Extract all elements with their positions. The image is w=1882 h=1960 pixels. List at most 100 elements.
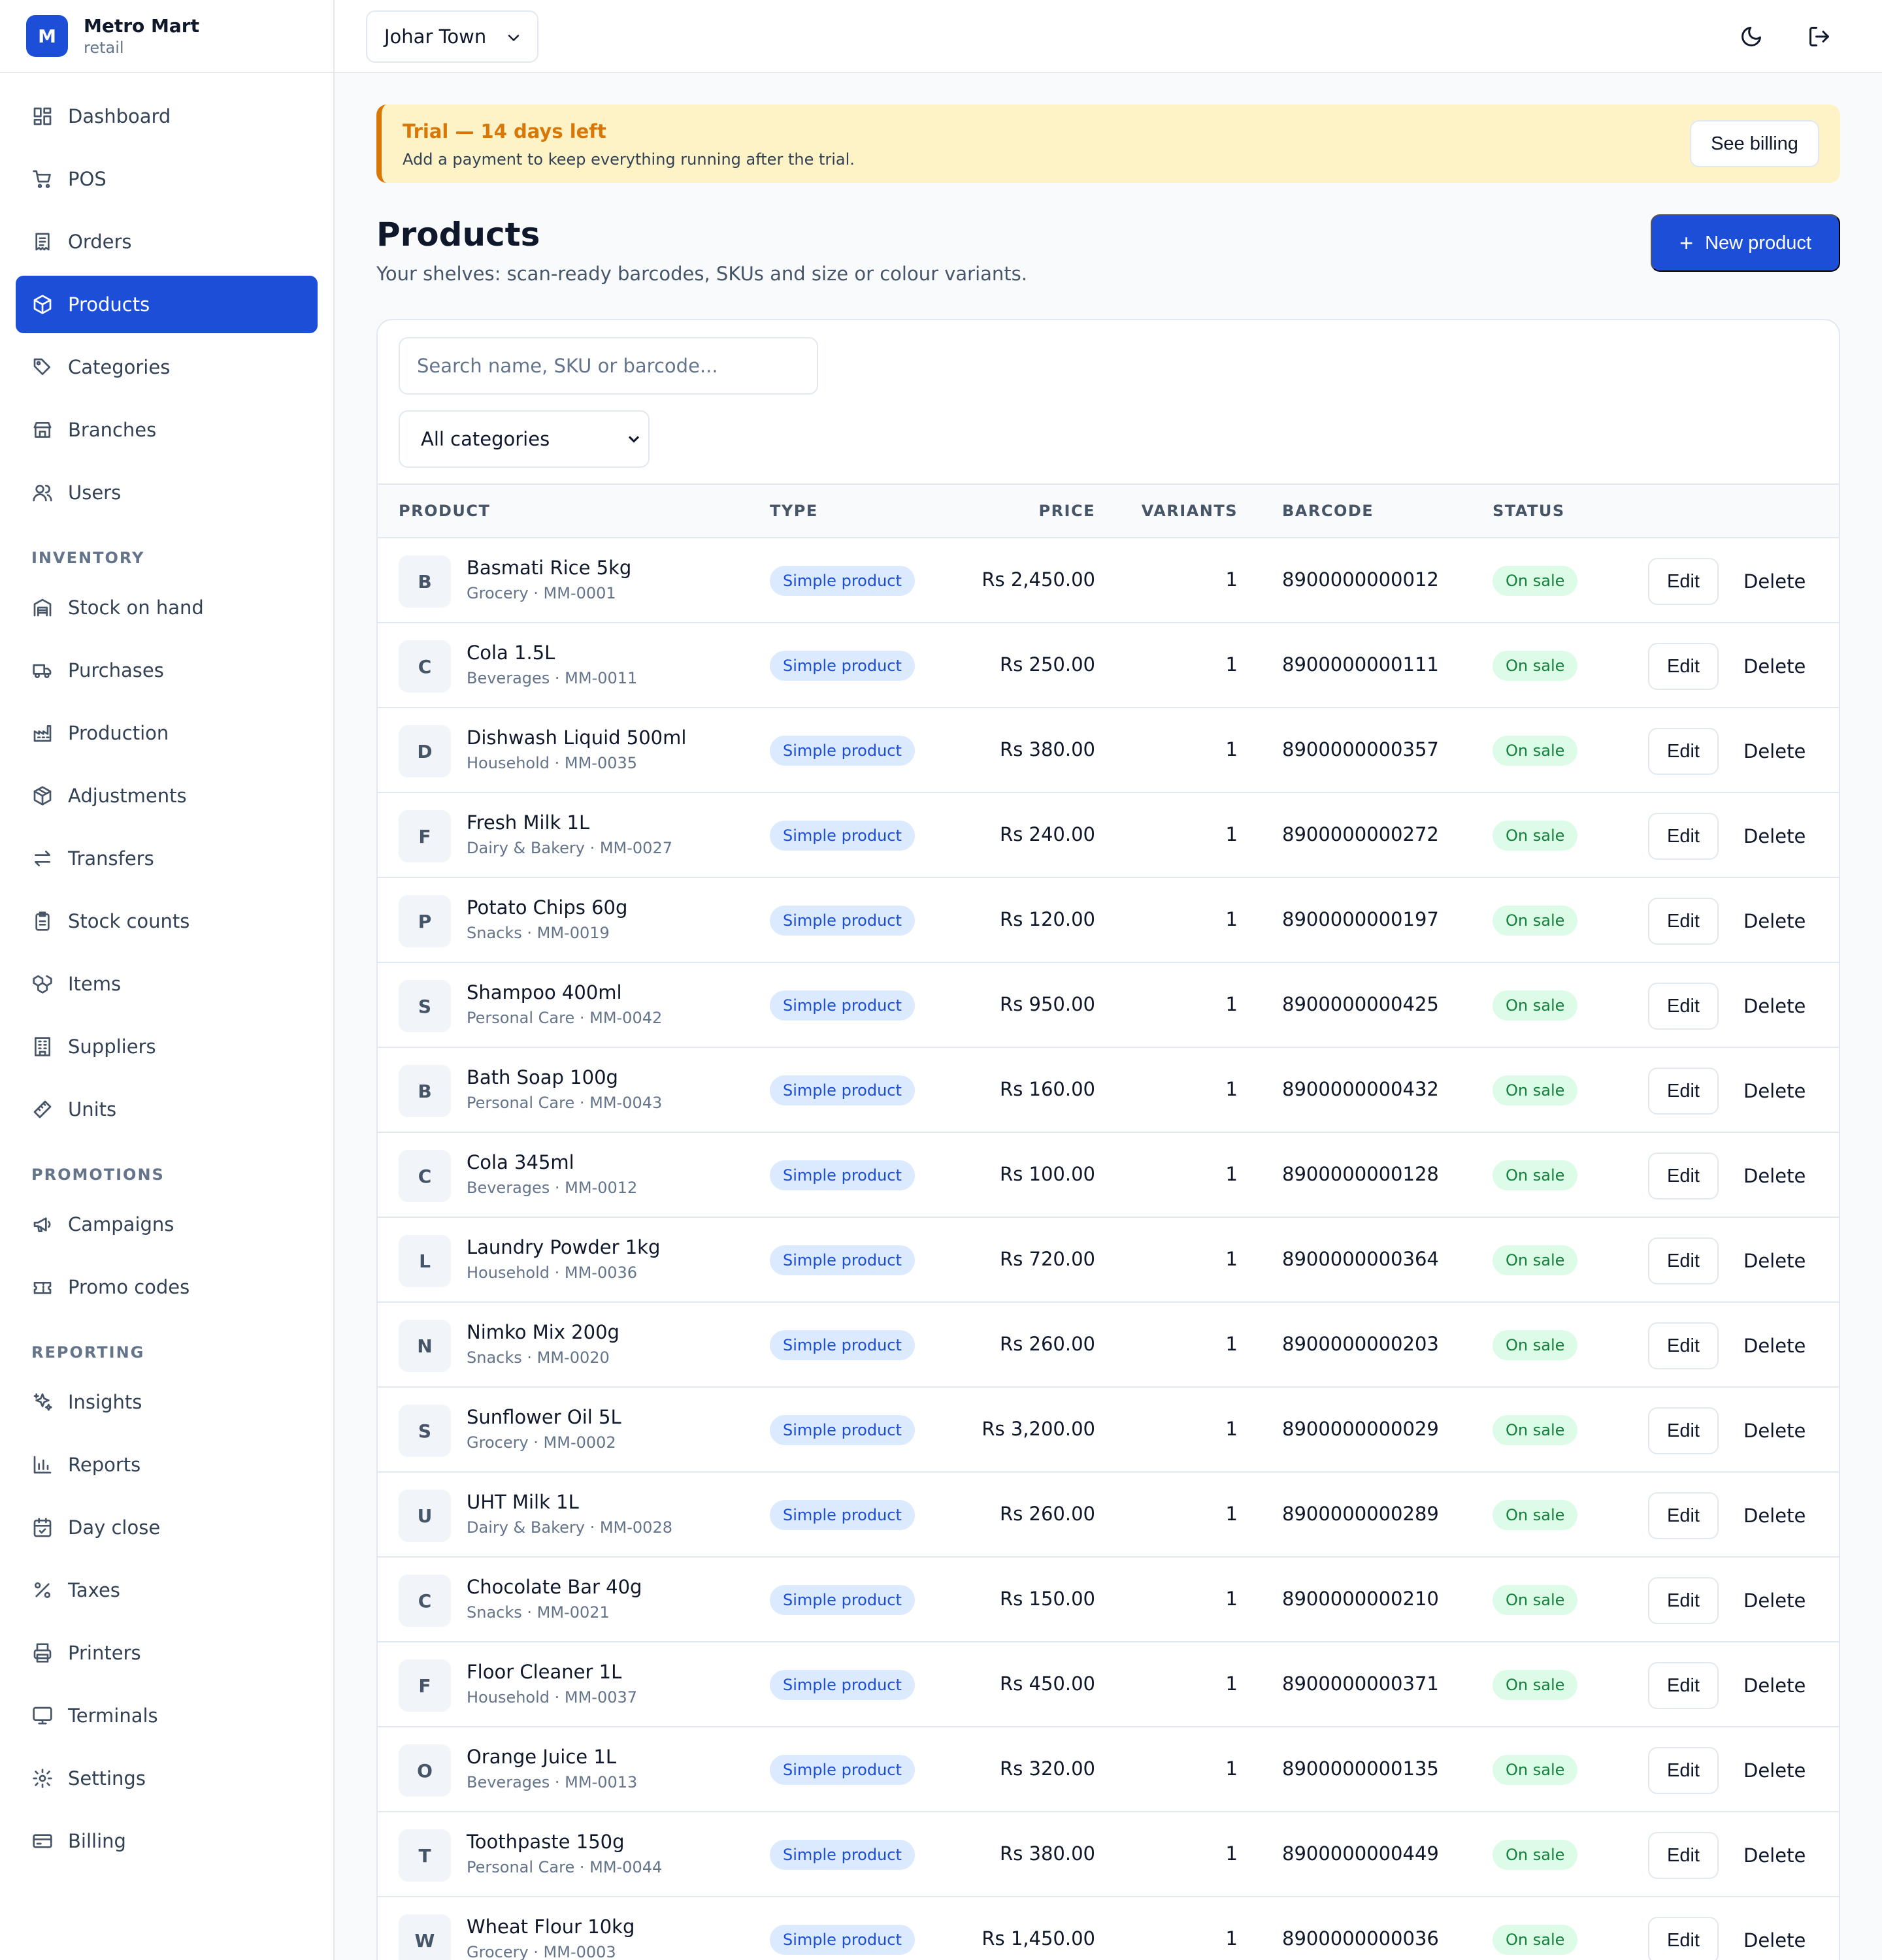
product-name: Potato Chips 60g	[467, 896, 628, 919]
product-avatar: W	[399, 1914, 451, 1960]
table-row: F Floor Cleaner 1L Household · MM-0037 Simp…	[378, 1642, 1839, 1727]
delete-button[interactable]: Delete	[1743, 898, 1806, 945]
edit-button[interactable]: Edit	[1648, 728, 1719, 775]
column-header-product[interactable]: PRODUCT	[399, 502, 491, 520]
delete-button[interactable]: Delete	[1743, 1407, 1806, 1454]
edit-button[interactable]: Edit	[1648, 1068, 1719, 1115]
product-name: Shampoo 400ml	[467, 981, 622, 1004]
sidebar-item-label: Promo codes	[68, 1276, 190, 1298]
sidebar-item-reports[interactable]: Reports	[16, 1436, 318, 1494]
brand[interactable]: M Metro Mart retail	[0, 0, 333, 73]
sidebar-item-units[interactable]: Units	[16, 1081, 318, 1138]
status-badge: On sale	[1493, 1160, 1578, 1190]
sidebar-item-transfers[interactable]: Transfers	[16, 830, 318, 887]
sidebar-item-campaigns[interactable]: Campaigns	[16, 1196, 318, 1253]
sidebar-item-categories[interactable]: Categories	[16, 338, 318, 396]
new-product-button[interactable]: + New product	[1651, 214, 1840, 272]
sidebar-item-settings[interactable]: Settings	[16, 1750, 318, 1807]
delete-button[interactable]: Delete	[1743, 1237, 1806, 1284]
delete-button[interactable]: Delete	[1743, 1068, 1806, 1115]
edit-button[interactable]: Edit	[1648, 1492, 1719, 1539]
table-row: W Wheat Flour 10kg Grocery · MM-0003 Simple…	[378, 1897, 1839, 1960]
sidebar-item-orders[interactable]: Orders	[16, 213, 318, 270]
edit-button[interactable]: Edit	[1648, 1662, 1719, 1709]
product-meta: Snacks · MM-0020	[467, 1348, 610, 1367]
delete-button[interactable]: Delete	[1743, 1662, 1806, 1709]
sidebar-item-adjustments[interactable]: Adjustments	[16, 767, 318, 825]
delete-button[interactable]: Delete	[1743, 813, 1806, 860]
delete-button[interactable]: Delete	[1743, 1577, 1806, 1624]
delete-button[interactable]: Delete	[1743, 1917, 1806, 1960]
product-barcode: 8900000000425	[1282, 993, 1439, 1015]
delete-button[interactable]: Delete	[1743, 983, 1806, 1030]
sidebar-item-items[interactable]: Items	[16, 955, 318, 1013]
sidebar-item-promo-codes[interactable]: Promo codes	[16, 1258, 318, 1316]
sparkles-icon	[31, 1391, 54, 1413]
sidebar-item-users[interactable]: Users	[16, 464, 318, 521]
category-select[interactable]: All categories	[399, 410, 650, 468]
sidebar-item-label: Units	[68, 1098, 117, 1120]
sidebar-item-pos[interactable]: POS	[16, 150, 318, 208]
edit-button[interactable]: Edit	[1648, 1237, 1719, 1284]
receipt-icon	[31, 231, 54, 253]
delete-button[interactable]: Delete	[1743, 1832, 1806, 1879]
branch-select[interactable]: Johar Town	[366, 10, 538, 63]
edit-button[interactable]: Edit	[1648, 1577, 1719, 1624]
edit-button[interactable]: Edit	[1648, 1322, 1719, 1369]
column-header-type[interactable]: TYPE	[770, 502, 818, 520]
delete-button[interactable]: Delete	[1743, 558, 1806, 605]
sidebar-item-production[interactable]: Production	[16, 704, 318, 762]
see-billing-button[interactable]: See billing	[1690, 120, 1819, 167]
edit-button[interactable]: Edit	[1648, 643, 1719, 690]
calendar-check-icon	[31, 1516, 54, 1539]
logout-icon[interactable]	[1808, 25, 1831, 48]
column-header-status[interactable]: STATUS	[1493, 502, 1565, 520]
sidebar-item-terminals[interactable]: Terminals	[16, 1687, 318, 1744]
sidebar-item-branches[interactable]: Branches	[16, 401, 318, 459]
sidebar-item-stock-counts[interactable]: Stock counts	[16, 892, 318, 950]
delete-button[interactable]: Delete	[1743, 643, 1806, 690]
column-header-price[interactable]: PRICE	[1038, 502, 1095, 520]
sidebar-item-printers[interactable]: Printers	[16, 1624, 318, 1682]
product-meta: Household · MM-0037	[467, 1688, 638, 1707]
delete-button[interactable]: Delete	[1743, 1747, 1806, 1794]
delete-button[interactable]: Delete	[1743, 728, 1806, 775]
search-input[interactable]	[399, 337, 818, 395]
delete-button[interactable]: Delete	[1743, 1322, 1806, 1369]
edit-button[interactable]: Edit	[1648, 1747, 1719, 1794]
edit-button[interactable]: Edit	[1648, 983, 1719, 1030]
table-row: F Fresh Milk 1L Dairy & Bakery · MM-0027 Si…	[378, 793, 1839, 878]
edit-button[interactable]: Edit	[1648, 1917, 1719, 1960]
column-header-barcode[interactable]: BARCODE	[1282, 502, 1374, 520]
sidebar-item-products[interactable]: Products	[16, 276, 318, 333]
sidebar-item-day-close[interactable]: Day close	[16, 1499, 318, 1556]
delete-button[interactable]: Delete	[1743, 1152, 1806, 1200]
sidebar-item-dashboard[interactable]: Dashboard	[16, 88, 318, 145]
dashboard-icon	[31, 105, 54, 127]
status-badge: On sale	[1493, 1670, 1578, 1700]
sidebar-item-purchases[interactable]: Purchases	[16, 642, 318, 699]
sidebar-item-label: Production	[68, 722, 169, 744]
sidebar-item-taxes[interactable]: Taxes	[16, 1561, 318, 1619]
product-meta: Household · MM-0036	[467, 1264, 638, 1282]
edit-button[interactable]: Edit	[1648, 1832, 1719, 1879]
edit-button[interactable]: Edit	[1648, 558, 1719, 605]
product-price: Rs 380.00	[1000, 738, 1095, 760]
status-badge: On sale	[1493, 1075, 1578, 1105]
bar-chart-icon	[31, 1454, 54, 1476]
product-price: Rs 260.00	[1000, 1333, 1095, 1355]
product-price: Rs 240.00	[1000, 823, 1095, 845]
sidebar-item-suppliers[interactable]: Suppliers	[16, 1018, 318, 1075]
sidebar-item-label: Purchases	[68, 659, 164, 681]
sidebar-item-insights[interactable]: Insights	[16, 1373, 318, 1431]
sidebar-item-stock-on-hand[interactable]: Stock on hand	[16, 579, 318, 636]
edit-button[interactable]: Edit	[1648, 1407, 1719, 1454]
edit-button[interactable]: Edit	[1648, 898, 1719, 945]
sidebar-item-billing[interactable]: Billing	[16, 1812, 318, 1870]
edit-button[interactable]: Edit	[1648, 1152, 1719, 1200]
column-header-variants[interactable]: VARIANTS	[1141, 502, 1238, 520]
delete-button[interactable]: Delete	[1743, 1492, 1806, 1539]
topbar: Johar Town	[335, 0, 1882, 73]
moon-icon[interactable]	[1740, 25, 1763, 48]
edit-button[interactable]: Edit	[1648, 813, 1719, 860]
